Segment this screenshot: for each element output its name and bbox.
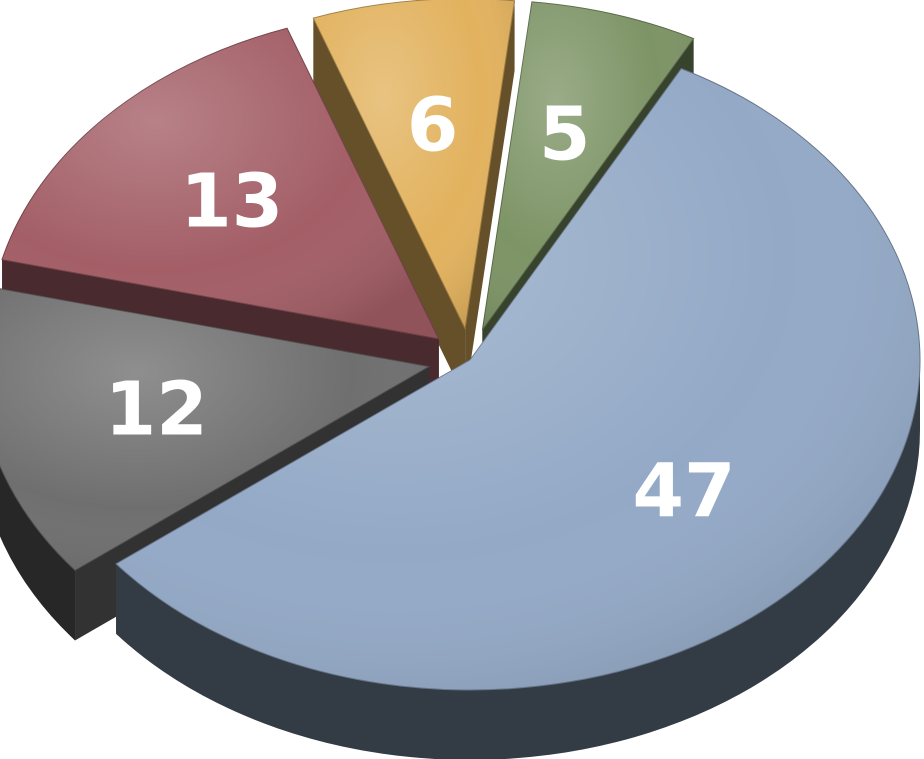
pie-slice-rim: [116, 360, 920, 759]
pie-slice-wall: [313, 18, 466, 399]
slice-value-label: 12: [105, 367, 208, 453]
pie-slice-gloss: [116, 68, 920, 691]
slice-value-label: 13: [180, 159, 283, 245]
pie-slice-gloss: [313, 0, 515, 329]
pie-slice-gloss: [482, 1, 694, 330]
pie-slice-wall: [465, 0, 515, 399]
pie-slice-gloss: [0, 288, 429, 571]
slice-value-label: 47: [633, 448, 736, 534]
slice-value-label: 6: [407, 83, 459, 169]
pie-slice-gloss: [2, 28, 439, 339]
slice-value-label: 5: [539, 91, 591, 177]
pie-slice-rim: [0, 466, 76, 641]
pie-slice-6: [312, 0, 516, 399]
pie-slice-47: [115, 68, 921, 759]
